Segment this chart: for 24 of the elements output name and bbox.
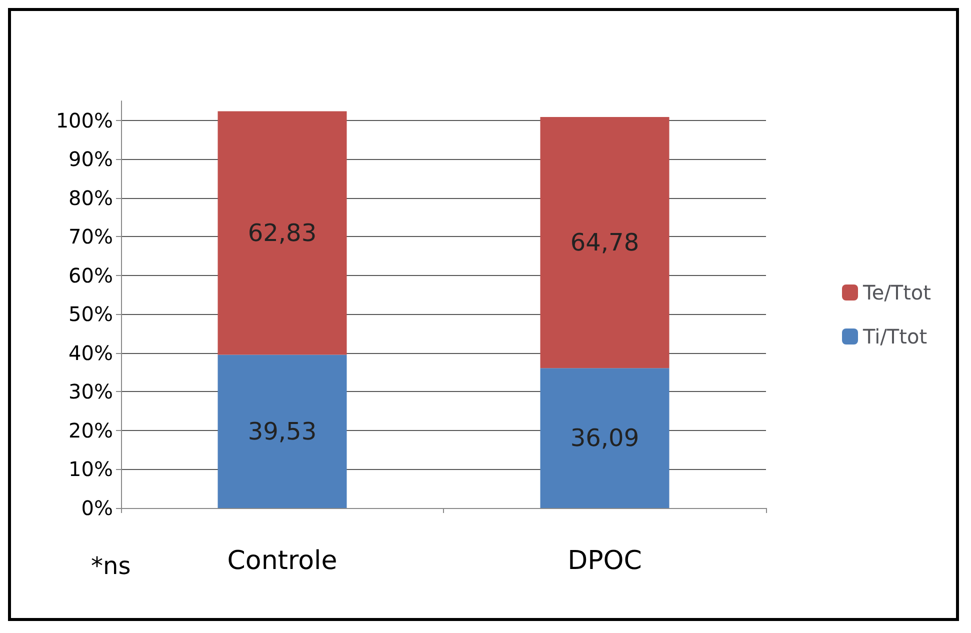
y-tick-label: 10% — [68, 457, 113, 482]
text: *ns — [91, 552, 131, 580]
y-tick-label: 50% — [68, 302, 113, 326]
y-tick-label: 100% — [56, 108, 113, 132]
data-label: 62,83 — [248, 219, 317, 248]
y-tick-label: 20% — [68, 418, 113, 442]
data-label: 39,53 — [248, 417, 317, 446]
x-tick-label: DPOC — [568, 546, 642, 576]
bar — [540, 368, 670, 508]
bar — [540, 117, 670, 368]
y-tick-label: 80% — [68, 186, 113, 210]
data-label: 64,78 — [570, 228, 640, 257]
y-tick-label: 60% — [68, 263, 113, 288]
legend-label: Ti/Ttot — [862, 324, 928, 348]
legend-label: Te/Ttot — [862, 280, 932, 304]
y-tick-label: 90% — [68, 147, 113, 172]
y-tick-label: 0% — [81, 496, 113, 520]
y-tick-label: 70% — [68, 224, 113, 249]
y-tick-label: 30% — [68, 380, 113, 404]
x-tick-label: Controle — [227, 546, 338, 576]
bar — [218, 111, 347, 355]
y-tick-label: 40% — [68, 340, 113, 365]
bar — [218, 354, 347, 508]
data-label: 36,09 — [570, 424, 640, 452]
